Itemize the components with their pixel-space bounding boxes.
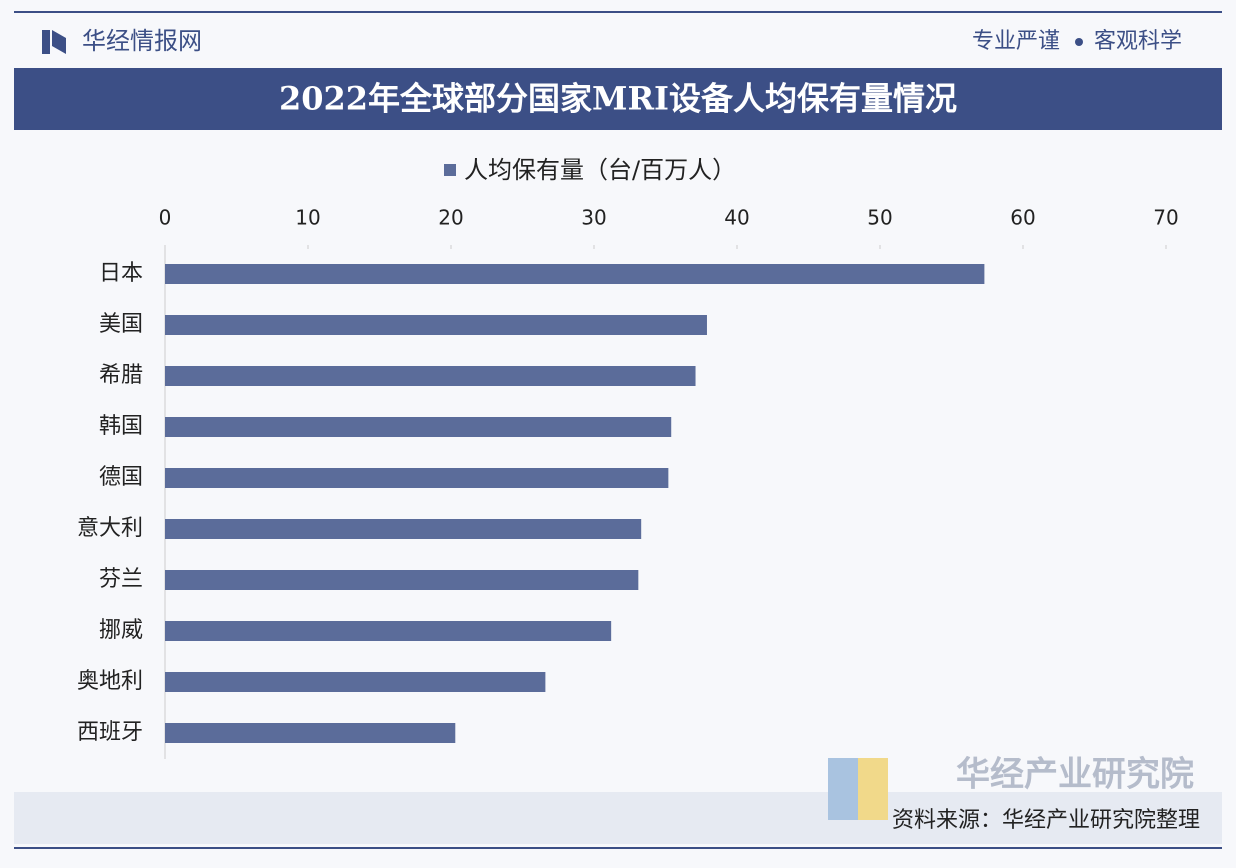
plot: 人均保有量（台/百万人） 0 10 20 30 40 50 60 70 日本美国希腊韩国德国意大利… — [77, 156, 1179, 759]
logo-icon — [42, 30, 50, 54]
bar — [165, 315, 707, 335]
x-tick-label: 10 — [295, 206, 320, 230]
bar — [165, 468, 669, 488]
slogan: 专业严谨 — [972, 29, 1060, 54]
bar — [165, 570, 639, 590]
x-tick-label: 70 — [1153, 206, 1178, 230]
bar — [165, 366, 696, 386]
chart-title: 2022年全球部分国家MRI设备人均保有量情况 — [279, 80, 957, 118]
x-tick-label: 50 — [867, 206, 892, 230]
footer-band — [14, 792, 1222, 844]
dot — [1075, 38, 1083, 46]
watermark: 华经产业研究院 — [956, 755, 1194, 795]
watermark-logo — [828, 758, 858, 820]
x-tick-label: 60 — [1010, 206, 1035, 230]
y-tick-label: 挪威 — [99, 618, 143, 643]
y-tick-label: 西班牙 — [77, 720, 143, 745]
bar — [165, 621, 612, 641]
y-tick-label: 美国 — [99, 312, 143, 337]
x-tick-label: 30 — [581, 206, 606, 230]
source: 资料来源：华经产业研究院整理 — [892, 808, 1200, 833]
x-tick-label: 20 — [438, 206, 463, 230]
x-tick-label: 0 — [159, 206, 172, 230]
bar — [165, 723, 456, 743]
watermark-logo — [858, 758, 888, 820]
y-tick-label: 德国 — [99, 465, 143, 490]
brand: 华经情报网 — [82, 27, 202, 55]
y-tick-label: 韩国 — [99, 414, 143, 439]
y-tick-label: 意大利 — [77, 516, 143, 541]
legend-label: 人均保有量（台/百万人） — [464, 156, 736, 184]
x-tick-label: 40 — [724, 206, 749, 230]
bar — [165, 417, 672, 437]
y-tick-label: 芬兰 — [99, 567, 143, 592]
title-banner — [14, 68, 1222, 130]
legend-swatch — [444, 164, 456, 176]
bar — [165, 519, 642, 539]
logo-icon — [52, 30, 66, 54]
bar — [165, 264, 985, 284]
slogan: 客观科学 — [1094, 29, 1182, 54]
y-tick-label: 奥地利 — [77, 669, 143, 694]
bar — [165, 672, 546, 692]
y-tick-label: 日本 — [99, 261, 143, 286]
y-tick-label: 希腊 — [99, 363, 143, 388]
